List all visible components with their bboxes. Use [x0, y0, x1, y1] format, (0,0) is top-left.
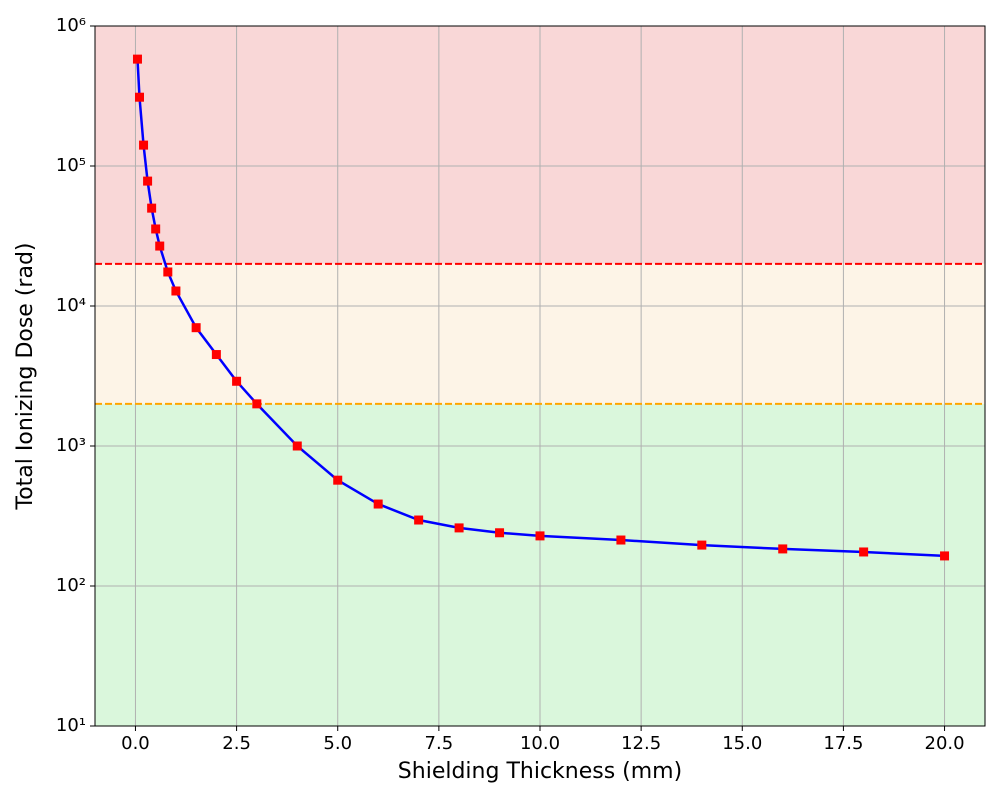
y-tick-label: 10¹: [56, 715, 86, 736]
data-point: [333, 475, 343, 485]
x-tick-label: 10.0: [520, 733, 560, 754]
plot-frame: [94, 25, 986, 727]
y-tick-label: 10²: [56, 575, 86, 596]
data-point: [232, 376, 242, 386]
x-tick-label: 2.5: [222, 733, 251, 754]
x-tick-label: 5.0: [323, 733, 352, 754]
data-point: [292, 441, 302, 451]
data-point: [171, 286, 181, 296]
x-axis-title: Shielding Thickness (mm): [398, 759, 682, 784]
data-point: [191, 323, 201, 333]
y-tick-label: 10³: [56, 435, 86, 456]
data-point: [143, 176, 153, 186]
x-tick-label: 0.0: [121, 733, 150, 754]
x-tick-label: 12.5: [621, 733, 661, 754]
data-point: [616, 535, 626, 545]
x-tick-label: 20.0: [925, 733, 965, 754]
data-point: [163, 267, 173, 277]
data-point: [151, 224, 161, 234]
data-point: [495, 528, 505, 538]
x-tick-label: 7.5: [425, 733, 454, 754]
data-point: [697, 540, 707, 550]
y-tick-label: 10⁵: [56, 155, 86, 176]
y-tick-label: 10⁶: [56, 15, 86, 36]
y-tick-label: 10⁴: [56, 295, 86, 316]
data-point: [132, 54, 142, 64]
data-point: [252, 399, 262, 409]
y-axis-title: Total Ionizing Dose (rad): [13, 243, 38, 511]
data-point: [373, 499, 383, 509]
data-point: [414, 515, 424, 525]
data-point: [147, 203, 157, 213]
data-point: [859, 547, 869, 557]
x-tick-label: 15.0: [722, 733, 762, 754]
data-point: [778, 544, 788, 554]
data-point: [155, 241, 165, 251]
data-point: [535, 531, 545, 541]
data-point: [940, 551, 950, 561]
data-point: [454, 523, 464, 533]
x-tick-label: 17.5: [823, 733, 863, 754]
data-point: [135, 92, 144, 102]
data-point: [139, 140, 149, 150]
data-point: [211, 350, 221, 360]
